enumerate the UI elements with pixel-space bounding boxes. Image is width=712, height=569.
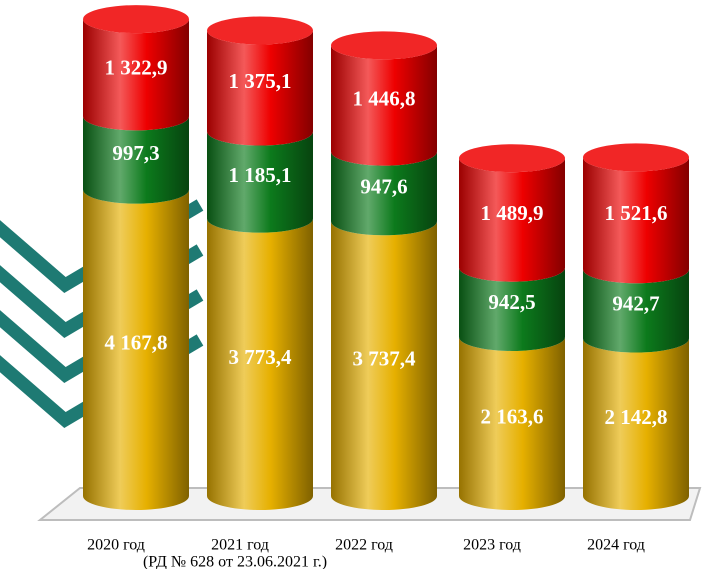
- value-label: 1 375,1: [229, 69, 292, 93]
- x-tick-label: 2024 год: [587, 537, 645, 554]
- bar-segment: [207, 218, 313, 511]
- x-tick-label: 2023 год: [463, 537, 521, 554]
- bar-segment: [583, 157, 689, 284]
- cylinder-top: [83, 5, 189, 34]
- x-tick-label: 2020 год: [87, 537, 145, 554]
- value-label: 3 773,4: [229, 345, 293, 369]
- bar-segment: [331, 151, 437, 236]
- bar-segment: [459, 158, 565, 282]
- bar-segment: [331, 221, 437, 511]
- bar-segment: [459, 336, 565, 510]
- bar-segment: [583, 338, 689, 510]
- cylinder-top: [207, 16, 313, 45]
- value-label: 942,7: [612, 292, 659, 316]
- x-tick-label: 2021 год: [211, 537, 269, 554]
- cylinder-top: [459, 144, 565, 173]
- bar-segment: [83, 189, 189, 511]
- cylinder-top: [331, 31, 437, 60]
- bar-segment: [83, 116, 189, 204]
- value-label: 1 521,6: [605, 201, 668, 225]
- bar-segment: [459, 267, 565, 351]
- cylinder-top: [583, 143, 689, 172]
- bar-segment: [583, 269, 689, 353]
- value-label: 2 142,8: [605, 405, 668, 429]
- bar-segment: [207, 131, 313, 233]
- x-tick-label: 2022 год: [335, 537, 393, 554]
- bar-segment: [207, 30, 313, 146]
- value-label: 1 185,1: [229, 163, 292, 187]
- bar-segment: [83, 19, 189, 131]
- value-label: 947,6: [360, 174, 407, 198]
- value-label: 1 489,9: [481, 201, 544, 225]
- bar-segment: [331, 45, 437, 166]
- value-label: 942,5: [488, 290, 535, 314]
- value-label: 1 446,8: [353, 86, 416, 110]
- value-label: 2 163,6: [481, 404, 544, 428]
- value-label: 4 167,8: [105, 331, 168, 355]
- value-label: 997,3: [112, 141, 159, 165]
- subtitle: (РД № 628 от 23.06.2021 г.): [143, 554, 327, 569]
- value-label: 3 737,4: [353, 346, 417, 370]
- value-label: 1 322,9: [105, 56, 168, 80]
